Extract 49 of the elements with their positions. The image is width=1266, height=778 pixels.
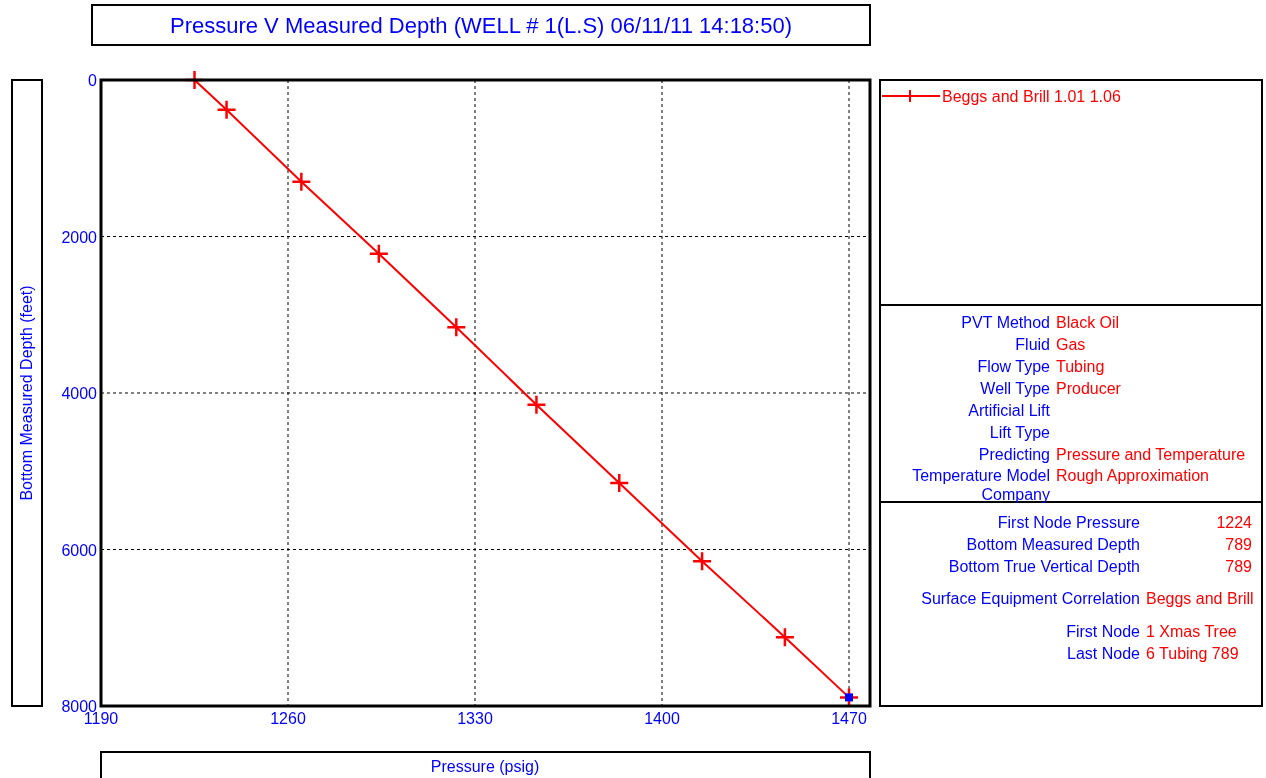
y-tick-label: 0 — [88, 72, 98, 89]
text: Well Type — [980, 380, 1051, 397]
text: 789 — [1225, 536, 1253, 553]
text: Producer — [1056, 380, 1122, 397]
legend-label: Beggs and Brill 1.01 1.06 — [942, 88, 1121, 105]
x-tick-label: 1400 — [644, 710, 680, 727]
point — [446, 317, 467, 338]
y-tick-label: 4000 — [61, 385, 98, 402]
text: Flow Type — [977, 358, 1051, 375]
text: Bottom True Vertical Depth — [948, 558, 1140, 575]
point — [691, 550, 713, 572]
text: Tubing — [1056, 358, 1105, 375]
point — [216, 99, 237, 120]
text: Black Oil — [1056, 314, 1120, 331]
text: 1224 — [1216, 514, 1253, 531]
x-axis-title: Pressure (psig) — [430, 758, 540, 775]
text: PVT Method — [961, 314, 1050, 331]
point — [526, 394, 547, 415]
text: Gas — [1056, 336, 1086, 353]
text: Rough Approximation — [1056, 467, 1209, 484]
y-tick-label: 2000 — [61, 228, 98, 246]
text: Predicting — [978, 446, 1050, 463]
y-tick-label: 6000 — [61, 541, 98, 559]
y-axis-title: Bottom Measured Depth (feet) — [18, 285, 35, 501]
point — [845, 693, 853, 702]
point — [291, 171, 312, 192]
text: Temperature Model — [912, 467, 1050, 484]
x-tick-label: 1330 — [457, 710, 493, 727]
text: 789 — [1225, 558, 1253, 575]
chart-title: Pressure V Measured Depth (WELL # 1(L.S) 06/11/11 14:18:50) — [169, 13, 793, 38]
text: Surface Equipment Correlation — [921, 590, 1140, 607]
text: Fluid — [1015, 336, 1050, 353]
point — [609, 472, 630, 494]
point — [774, 626, 796, 648]
point — [368, 243, 390, 264]
text: Lift Type — [989, 424, 1051, 441]
x-tick-label: 1260 — [270, 710, 306, 727]
text: Artificial Lift — [968, 402, 1051, 419]
text: Company — [981, 486, 1050, 503]
text: 6 Tubing 789 — [1146, 645, 1239, 662]
point — [838, 687, 860, 708]
text: First Node Pressure — [997, 514, 1141, 531]
text: Last Node — [1067, 645, 1141, 662]
text: 1 Xmas Tree — [1146, 623, 1237, 640]
text: Pressure and Temperature — [1056, 446, 1246, 463]
x-tick-label: 1470 — [831, 710, 867, 727]
text: Bottom Measured Depth — [966, 536, 1140, 553]
text: First Node — [1066, 623, 1141, 640]
text: Beggs and Brill — [1146, 590, 1254, 607]
